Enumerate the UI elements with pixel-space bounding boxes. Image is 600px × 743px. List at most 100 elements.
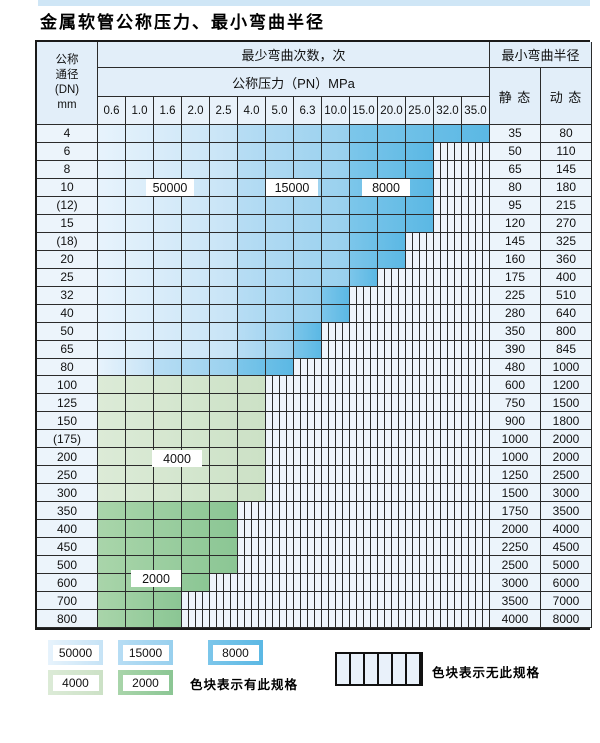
top-accent-strip (38, 0, 590, 6)
static-value-cell: 480 (490, 358, 541, 377)
pressure-tick: 10.0 (322, 97, 350, 125)
dn-cell: 450 (37, 538, 98, 557)
dn-cell: 40 (37, 304, 98, 323)
dynamic-value-cell: 845 (541, 340, 592, 359)
spec-region-8000 (350, 142, 434, 161)
no-spec-region (238, 556, 490, 575)
pressure-tick: 6.3 (294, 97, 322, 125)
static-value-cell: 2000 (490, 520, 541, 539)
cycle-count-label: 2000 (131, 570, 181, 587)
dn-cell: 80 (37, 358, 98, 377)
static-value-cell: 4000 (490, 610, 541, 628)
spec-region-50000 (98, 160, 238, 179)
spec-region-8000 (294, 340, 322, 359)
dynamic-value-cell: 215 (541, 196, 592, 215)
no-spec-region (238, 502, 490, 521)
static-value-cell: 1750 (490, 502, 541, 521)
no-spec-region (182, 592, 490, 611)
dynamic-value-cell: 360 (541, 250, 592, 269)
spec-region-8000 (350, 214, 434, 233)
spec-region-50000 (98, 250, 238, 269)
cycle-count-label: 50000 (146, 179, 194, 196)
static-value-cell: 900 (490, 412, 541, 431)
static-value-cell: 80 (490, 178, 541, 197)
spec-region-4000 (98, 430, 266, 449)
spec-region-15000 (238, 214, 350, 233)
static-value-cell: 1000 (490, 430, 541, 449)
spec-region-2000 (98, 538, 238, 557)
dn-cell: 400 (37, 520, 98, 539)
spec-region-15000 (238, 304, 322, 323)
dn-cell: 125 (37, 394, 98, 413)
dn-cell: 100 (37, 376, 98, 395)
dynamic-value-cell: 1200 (541, 376, 592, 395)
dn-cell: 10 (37, 178, 98, 197)
static-value-cell: 95 (490, 196, 541, 215)
cycle-count-label: 4000 (152, 450, 202, 467)
spec-region-8000 (350, 232, 406, 251)
no-spec-region (238, 538, 490, 557)
legend-swatch-label: 15000 (122, 644, 169, 661)
spec-region-15000 (238, 250, 350, 269)
dynamic-value-cell: 110 (541, 142, 592, 161)
pressure-tick: 1.0 (126, 97, 154, 125)
dynamic-value-cell: 4500 (541, 538, 592, 557)
header-min-bend-radius: 最小弯曲半径 (490, 42, 592, 68)
dn-cell: 8 (37, 160, 98, 179)
dn-cell: 500 (37, 556, 98, 575)
spec-region-8000 (350, 125, 490, 143)
dynamic-value-cell: 2000 (541, 430, 592, 449)
pressure-tick: 25.0 (406, 97, 434, 125)
static-value-cell: 160 (490, 250, 541, 269)
no-spec-region (350, 304, 490, 323)
page-title: 金属软管公称压力、最小弯曲半径 (40, 13, 325, 33)
header-dynamic: 动 态 (541, 68, 592, 125)
dn-cell: 250 (37, 466, 98, 485)
spec-region-15000 (238, 232, 350, 251)
spec-region-2000 (98, 592, 182, 611)
no-spec-region (322, 322, 490, 341)
spec-region-4000 (98, 376, 266, 395)
spec-region-8000 (322, 304, 350, 323)
dynamic-value-cell: 3500 (541, 502, 592, 521)
dn-cell: 300 (37, 484, 98, 503)
no-spec-region (266, 484, 490, 503)
dynamic-value-cell: 3000 (541, 484, 592, 503)
corner-header-line: mm (57, 98, 77, 111)
legend-has-spec-text: 色块表示有此规格 (190, 678, 299, 692)
dynamic-value-cell: 400 (541, 268, 592, 287)
corner-header-line: (DN) (54, 84, 80, 96)
no-spec-region (182, 610, 490, 628)
no-spec-region (434, 196, 490, 215)
legend-no-spec-text: 色块表示无此规格 (432, 666, 541, 680)
spec-region-50000 (98, 358, 154, 377)
spec-region-8000 (350, 160, 434, 179)
no-spec-region (406, 250, 490, 269)
spec-region-15000 (238, 196, 350, 215)
spec-region-50000 (98, 196, 238, 215)
legend-no-spec-swatch (335, 652, 423, 686)
pressure-tick: 1.6 (154, 97, 182, 125)
spec-region-50000 (98, 142, 238, 161)
no-spec-region (266, 466, 490, 485)
spec-region-2000 (98, 520, 238, 539)
no-spec-region (266, 376, 490, 395)
spec-region-50000 (98, 214, 238, 233)
static-value-cell: 600 (490, 376, 541, 395)
header-static: 静 态 (490, 68, 541, 125)
dynamic-value-cell: 1500 (541, 394, 592, 413)
no-spec-region (434, 178, 490, 197)
no-spec-region (238, 520, 490, 539)
dynamic-value-cell: 6000 (541, 574, 592, 593)
dn-cell: 150 (37, 412, 98, 431)
pressure-tick: 4.0 (238, 97, 266, 125)
spec-region-50000 (98, 286, 238, 305)
legend-swatch-label: 50000 (52, 644, 99, 661)
no-spec-region (322, 340, 490, 359)
dynamic-value-cell: 5000 (541, 556, 592, 575)
dn-cell: 50 (37, 322, 98, 341)
pressure-tick: 2.5 (210, 97, 238, 125)
spec-region-8000 (350, 196, 434, 215)
no-spec-region (266, 430, 490, 449)
pressure-tick: 15.0 (350, 97, 378, 125)
